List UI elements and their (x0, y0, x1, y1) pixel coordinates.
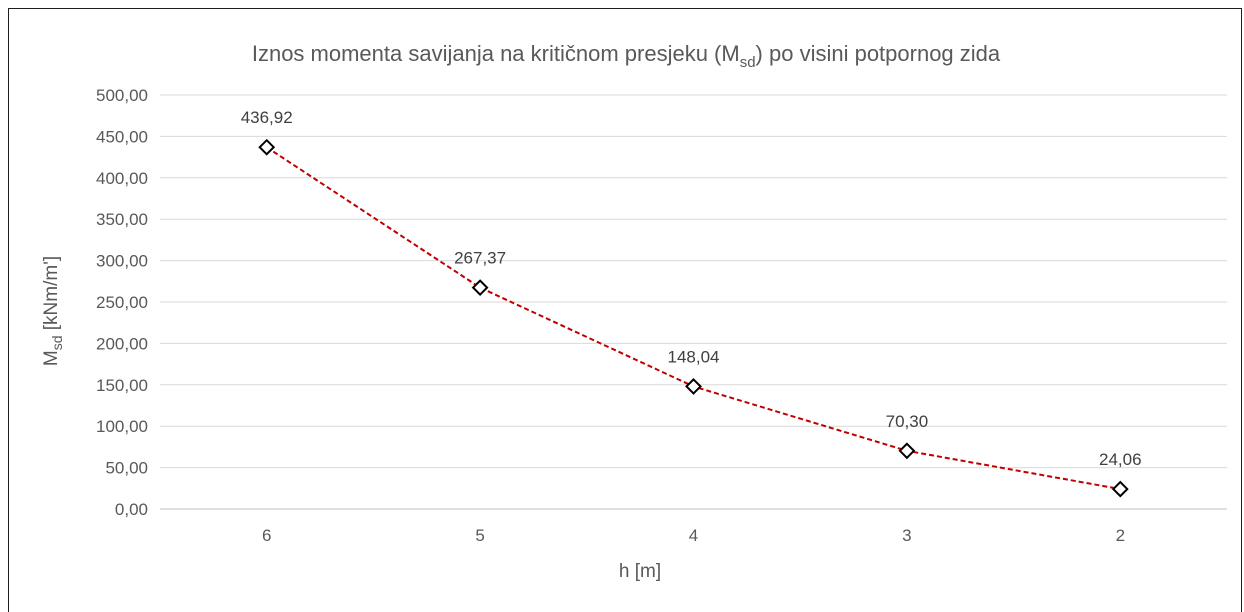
data-point (471, 279, 489, 297)
x-tick-label: 6 (262, 526, 271, 545)
y-tick-label: 0,00 (115, 500, 148, 519)
chart-title-end: ) po visini potpornog zida (756, 41, 1001, 66)
data-label: 267,37 (454, 249, 506, 268)
y-tick-label: 300,00 (96, 252, 148, 271)
y-tick-label: 250,00 (96, 293, 148, 312)
x-axis-label: h [m] (619, 561, 661, 582)
x-tick-label: 5 (475, 526, 484, 545)
data-point (685, 378, 702, 395)
gridlines (160, 94, 1227, 510)
data-label: 24,06 (1099, 450, 1142, 469)
chart-title-subscript: sd (740, 54, 756, 71)
y-axis-label-main: M (41, 350, 62, 366)
y-axis-label-subscript: sd (49, 336, 65, 351)
data-point (1111, 480, 1129, 498)
y-axis-label: Msd [kNm/m'] (41, 256, 65, 366)
series-line (266, 146, 1121, 491)
y-axis-label-end: [kNm/m'] (41, 256, 62, 336)
y-tick-labels: 0,00 50,00 100,00 150,00 200,00 250,00 300,00 3… (96, 86, 148, 519)
data-label: 148,04 (668, 347, 720, 366)
y-tick-label: 350,00 (96, 210, 148, 229)
x-tick-label: 2 (1116, 526, 1125, 545)
chart-title: Iznos momenta savijanja na kritičnom pre… (252, 41, 1001, 71)
chart-frame: Iznos momenta savijanja na kritičnom pre… (8, 8, 1242, 612)
data-point (898, 442, 916, 460)
chart-title-main: Iznos momenta savijanja na kritičnom pre… (252, 41, 740, 66)
x-tick-label: 3 (902, 526, 911, 545)
x-tick-labels: 6 5 4 3 2 (262, 526, 1125, 545)
y-tick-label: 200,00 (96, 334, 148, 353)
y-tick-label: 100,00 (96, 417, 148, 436)
data-labels: 436,92 267,37 148,04 70,30 24,06 (241, 108, 1142, 469)
y-tick-label: 450,00 (96, 127, 148, 146)
series (258, 138, 1129, 498)
y-tick-label: 50,00 (105, 459, 148, 478)
y-tick-label: 400,00 (96, 169, 148, 188)
data-label: 70,30 (886, 412, 929, 431)
data-label: 436,92 (241, 108, 293, 127)
y-tick-label: 500,00 (96, 86, 148, 105)
data-point (258, 138, 276, 156)
y-tick-label: 150,00 (96, 376, 148, 395)
x-tick-label: 4 (689, 526, 698, 545)
chart-svg: Iznos momenta savijanja na kritičnom pre… (41, 41, 1227, 582)
